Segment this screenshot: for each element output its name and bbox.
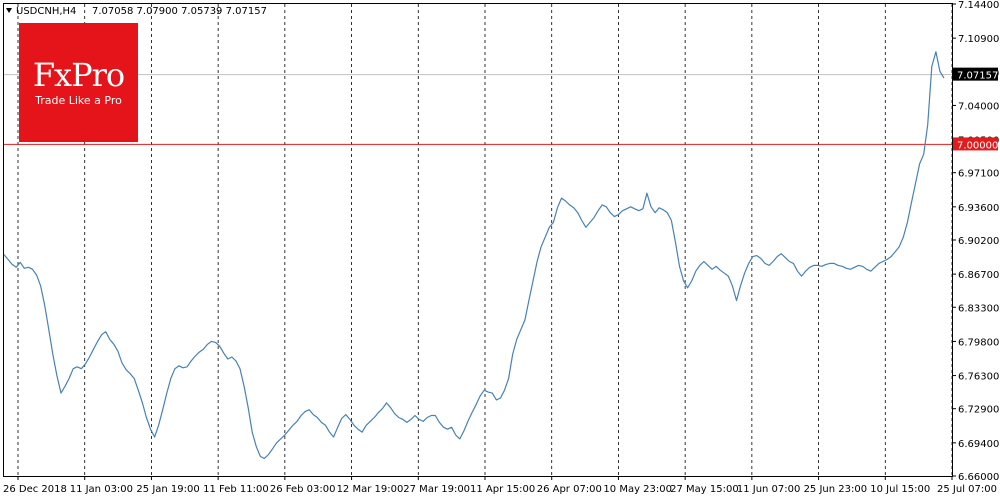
price-series-line <box>3 51 945 459</box>
y-tick-label: 7.10900 <box>958 34 999 45</box>
fxpro-logo: FxPro Trade Like a Pro <box>19 23 138 142</box>
y-tick-label: 6.97100 <box>958 169 999 180</box>
y-tick-label: 6.72900 <box>958 405 999 416</box>
dropdown-triangle-icon <box>6 8 12 13</box>
x-tick-label: 26 Feb 03:00 <box>270 484 336 495</box>
ohlc-values: 7.07058 7.07900 7.05739 7.07157 <box>92 6 267 17</box>
y-tick-label: 6.90200 <box>958 236 999 247</box>
symbol-timeframe: USDCNH,H4 <box>16 6 76 17</box>
y-tick-label: 6.79800 <box>958 337 999 348</box>
y-tick-label: 7.04000 <box>958 101 999 112</box>
y-tick-label: 6.86700 <box>958 270 999 281</box>
x-tick-label: 27 Mar 19:00 <box>403 484 470 495</box>
x-tick-label: 11 Jun 07:00 <box>737 484 801 495</box>
logo-tagline: Trade Like a Pro <box>35 94 122 107</box>
x-tick-label: 26 Apr 07:00 <box>537 484 602 495</box>
x-tick-label: 11 Apr 15:00 <box>470 484 535 495</box>
x-tick-label: 11 Feb 11:00 <box>203 484 269 495</box>
y-tick-label: 7.14400 <box>958 0 999 11</box>
x-tick-label: 12 Mar 19:00 <box>337 484 404 495</box>
current-price-value: 7.07157 <box>957 71 998 82</box>
x-tick-label: 25 Jul 07:00 <box>937 484 997 495</box>
x-tick-label: 11 Jan 03:00 <box>70 484 133 495</box>
x-tick-label: 25 Jun 23:00 <box>804 484 868 495</box>
x-tick-label: 10 Jul 15:00 <box>870 484 930 495</box>
y-tick-label: 6.66000 <box>958 472 999 483</box>
x-tick-label: 26 Dec 2018 <box>3 484 67 495</box>
level-price-label: 7.00000 <box>953 137 998 151</box>
x-tick-label: 27 May 15:00 <box>670 484 739 495</box>
x-axis: 26 Dec 2018 11 Jan 03:00 25 Jan 19:00 11 Fe… <box>3 476 997 495</box>
logo-brand: FxPro <box>32 56 125 94</box>
level-price-value: 7.00000 <box>957 140 998 151</box>
x-tick-label: 10 May 23:00 <box>603 484 672 495</box>
y-tick-label: 6.83300 <box>958 303 999 314</box>
x-tick-label: 25 Jan 19:00 <box>136 484 199 495</box>
chart-header: USDCNH,H4 7.07058 7.07900 7.05739 7.0715… <box>6 6 267 17</box>
y-tick-label: 6.76300 <box>958 372 999 383</box>
y-tick-label: 6.69400 <box>958 439 999 450</box>
y-tick-label: 6.93600 <box>958 203 999 214</box>
current-price-label: 7.07157 <box>953 67 998 82</box>
